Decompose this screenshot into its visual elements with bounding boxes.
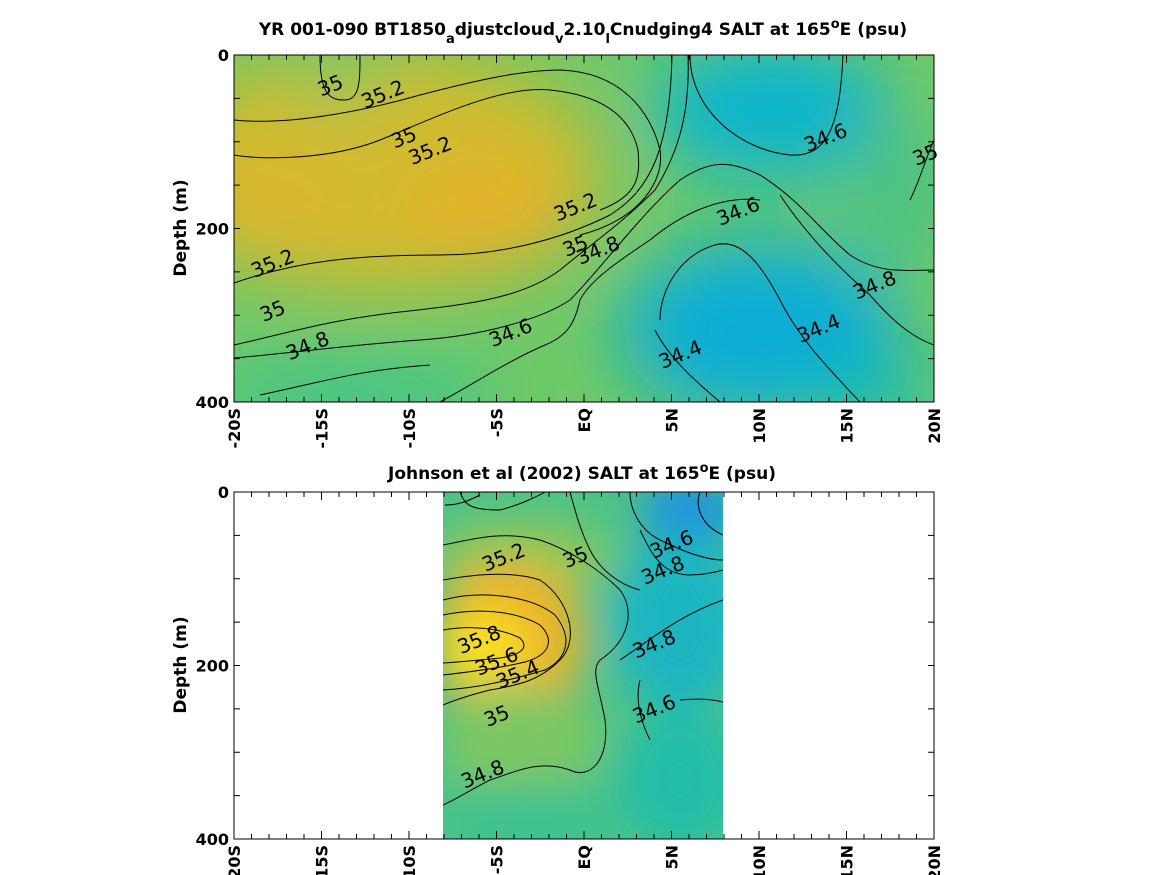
x-tick-label: 5N bbox=[663, 845, 682, 870]
panel-top: YR 001-090 BT1850adjustcloudv2.10lCnudgi… bbox=[171, 17, 944, 448]
x-tick-label: 10N bbox=[750, 845, 769, 875]
x-tick-label: -10S bbox=[400, 845, 419, 875]
x-tick-label: EQ bbox=[575, 845, 594, 870]
x-tick-label: -15S bbox=[313, 408, 332, 448]
top-salinity-field bbox=[234, 55, 934, 402]
x-tick-label: -20S bbox=[225, 408, 244, 448]
x-tick-label: 15N bbox=[838, 845, 857, 875]
x-tick-label: 10N bbox=[750, 408, 769, 444]
x-tick-label: 20N bbox=[925, 408, 944, 444]
panel-bottom: Johnson et al (2002) SALT at 165oE (psu) bbox=[171, 461, 944, 875]
top-y-axis-label: Depth (m) bbox=[171, 179, 191, 276]
x-tick-label: 5N bbox=[663, 408, 682, 433]
bottom-y-axis: 0 200 400 bbox=[196, 483, 934, 849]
bottom-y-axis-label: Depth (m) bbox=[171, 616, 191, 713]
y-tick-label: 400 bbox=[196, 393, 229, 412]
top-contour-lines bbox=[234, 55, 934, 402]
y-tick-label: 0 bbox=[218, 46, 229, 65]
top-y-axis: 0 200 400 bbox=[196, 46, 934, 412]
y-tick-label: 200 bbox=[196, 220, 229, 239]
y-tick-label: 200 bbox=[196, 657, 229, 676]
x-tick-label: -10S bbox=[400, 408, 419, 448]
bottom-contour-lines bbox=[443, 492, 723, 806]
x-tick-label: -5S bbox=[488, 845, 507, 874]
x-tick-label: -20S bbox=[225, 845, 244, 875]
y-tick-label: 400 bbox=[196, 830, 229, 849]
panel-bottom-title: Johnson et al (2002) SALT at 165oE (psu) bbox=[387, 461, 776, 484]
bottom-x-axis: -20S -15S -10S -5S EQ 5N 10N 15N 20N bbox=[225, 492, 944, 875]
x-tick-label: EQ bbox=[575, 408, 594, 433]
y-tick-label: 0 bbox=[218, 483, 229, 502]
x-tick-label: 15N bbox=[838, 408, 857, 444]
panel-top-title: YR 001-090 BT1850adjustcloudv2.10lCnudgi… bbox=[258, 17, 907, 47]
x-tick-label: -15S bbox=[313, 845, 332, 875]
top-x-axis: -20S -15S -10S -5S EQ 5N 10N 15N 20N bbox=[225, 55, 944, 448]
x-tick-label: 20N bbox=[925, 845, 944, 875]
x-tick-label: -5S bbox=[488, 408, 507, 437]
